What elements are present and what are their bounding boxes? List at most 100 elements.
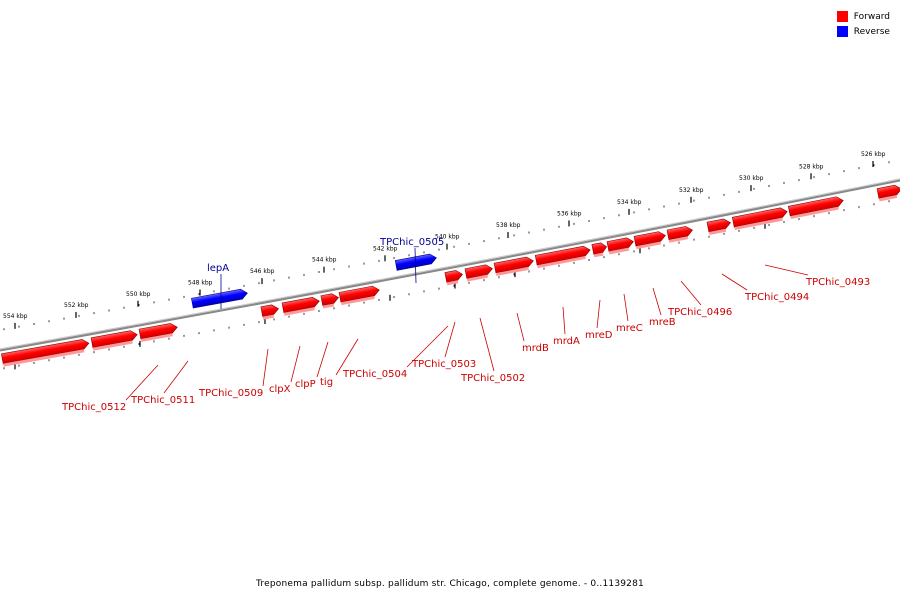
minor-ticks [3, 161, 890, 370]
leader-line-TPChic_0493 [764, 264, 809, 276]
gene-arrow-TPChic_0505 [394, 253, 437, 271]
gene-arrow-TPChic_0511 [138, 323, 178, 342]
leader-line-mreD [596, 299, 601, 329]
gene-arrow-lepA [191, 288, 248, 309]
gene-arrow-mrdB [534, 245, 591, 269]
legend-forward: Forward [836, 9, 890, 24]
gene-shadow [322, 303, 335, 309]
gene-shadow [878, 194, 898, 202]
gene-shadow [283, 307, 315, 316]
gene-shadow [537, 255, 586, 269]
tick-label-542: 542 kbp [373, 245, 398, 252]
gene-body [534, 245, 591, 266]
gene-shadow [466, 274, 489, 282]
gene-shadow [635, 241, 662, 250]
gene-body [706, 218, 731, 233]
genome-caption: Treponema pallidum subsp. pallidum str. … [256, 579, 644, 589]
tick-label-552: 552 kbp [64, 302, 89, 309]
gene-label-TPChic_0505: TPChic_0505 [379, 237, 444, 248]
gene-shadow [734, 217, 783, 231]
leader-line-TPChic_0504 [406, 325, 449, 368]
tick-label-550: 550 kbp [126, 291, 151, 298]
tick-label-554: 554 kbp [3, 313, 28, 320]
gene-arrow-clpX [281, 296, 320, 316]
gene-label-mreD: mreD [585, 330, 613, 341]
gene-label-TPChic_0509: TPChic_0509 [198, 388, 263, 399]
leader-line-TPChic_0503 [444, 321, 456, 358]
gene-labels: TPChic_0512 TPChic_0511 lepA TPChic_0509 clp… [61, 237, 870, 413]
leader-line-tig [335, 338, 359, 376]
gene-arrow-TPChic_0494 [731, 207, 788, 231]
gene-label-mrdB: mrdB [522, 343, 549, 354]
gene-body [633, 231, 666, 247]
gene-arrow-TPChic_0509 [260, 304, 279, 320]
gene-body [1, 339, 90, 365]
gene-body [787, 196, 844, 217]
tick-label-548: 548 kbp [188, 279, 213, 286]
tick-label-526: 526 kbp [861, 151, 886, 158]
gene-label-mreB: mreB [649, 317, 676, 328]
leader-line-mreB [652, 287, 662, 316]
gene-label-tig: tig [320, 377, 333, 388]
leader-line-TPChic_0502 [479, 317, 495, 372]
gene-shadow [608, 247, 630, 255]
reverse-swatch [836, 26, 848, 37]
gene-shadow [92, 340, 133, 351]
tick-label-528: 528 kbp [799, 163, 824, 170]
gene-shadow [446, 280, 459, 286]
leader-line-TPChic_0509 [262, 348, 269, 387]
tick-label-534: 534 kbp [617, 199, 642, 206]
gene-shadow [593, 252, 604, 258]
gene-arrow-unlabeled-0 [90, 330, 138, 351]
gene-arrow-tig [338, 285, 380, 306]
leader-line-TPChic_0505 [414, 247, 417, 284]
gene-label-mrdA: mrdA [553, 336, 580, 347]
gene-shadow [495, 266, 529, 276]
gene-body [138, 323, 178, 340]
leader-line-TPChic_0511 [163, 360, 189, 394]
gene-body [260, 304, 279, 318]
leader-line-mrdA [562, 306, 566, 335]
gene-body [281, 296, 320, 314]
gene-label-mreC: mreC [616, 323, 643, 334]
gene-label-TPChic_0496: TPChic_0496 [667, 307, 732, 318]
leader-line-TPChic_0496 [680, 280, 702, 306]
gene-shadow [708, 228, 727, 235]
gene-body [731, 207, 788, 228]
gene-shadow [140, 333, 173, 342]
gene-arrow-TPChic_0512 [1, 339, 90, 367]
gene-arrow-TPChic_0493 [787, 196, 844, 220]
gene-body [493, 256, 534, 274]
gene-arrow-clpP [320, 293, 339, 309]
genome-backbone-highlight [0, 178, 900, 350]
gene-arrow-unlabeled-1 [876, 184, 900, 202]
gene-arrow-TPChic_0496 [706, 218, 731, 235]
gene-label-TPChic_0502: TPChic_0502 [460, 373, 525, 384]
genome-backbone [0, 178, 900, 352]
leader-line-TPChic_0494 [721, 273, 748, 291]
gene-body [191, 288, 248, 309]
gene-body [338, 285, 380, 303]
leader-line-mreC [623, 293, 629, 322]
forward-swatch [836, 11, 848, 22]
gene-label-clpX: clpX [269, 384, 291, 395]
tick-label-538: 538 kbp [496, 222, 521, 229]
gene-body [444, 270, 463, 283]
gene-arrow-TPChic_0503 [464, 264, 493, 282]
leader-line-clpP [316, 341, 329, 378]
gene-label-TPChic_0494: TPChic_0494 [744, 292, 809, 303]
gene-features [1, 184, 900, 367]
gene-shadow [340, 295, 375, 306]
tick-label-546: 546 kbp [250, 268, 275, 275]
gene-arrow-mreC [633, 231, 666, 250]
gene-label-lepA: lepA [207, 263, 229, 274]
gene-shadow [790, 206, 839, 220]
legend-reverse: Reverse [836, 24, 890, 39]
gene-arrow-mrdA [591, 242, 607, 258]
tick-label-536: 536 kbp [557, 210, 582, 217]
gene-body [591, 242, 607, 255]
tick-label-530: 530 kbp [739, 175, 764, 182]
gene-shadow [668, 236, 689, 243]
tick-label-540: 540 kbp [435, 234, 460, 241]
